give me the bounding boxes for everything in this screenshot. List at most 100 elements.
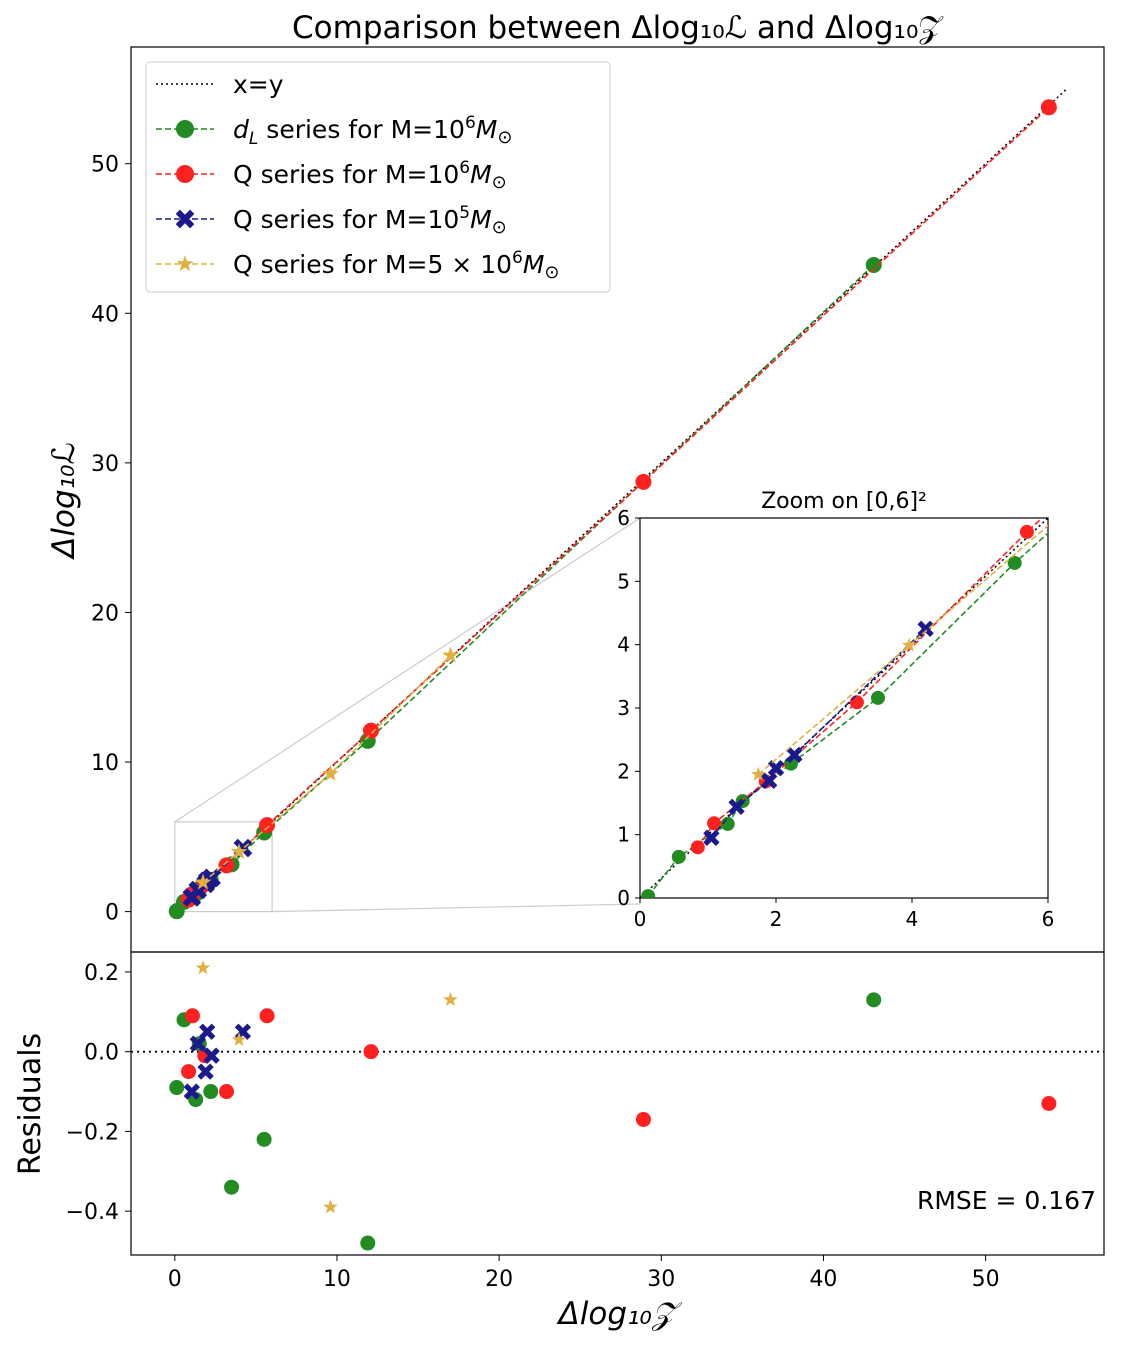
y-tick-label: 20 xyxy=(91,601,119,626)
y-tick-label: 10 xyxy=(91,751,119,776)
y-tick-label: 40 xyxy=(91,302,119,327)
residual-point-0 xyxy=(360,1235,376,1251)
residual-point-1 xyxy=(184,1008,200,1024)
inset-y-tick-label: 3 xyxy=(617,696,630,720)
inset-x-tick-label: 6 xyxy=(1042,907,1055,931)
inset-y-tick-label: 5 xyxy=(617,569,630,593)
inset-data-point-2 xyxy=(917,620,934,637)
x-tick-label: 30 xyxy=(647,1267,675,1292)
inset-series-line-1 xyxy=(697,518,1044,848)
data-point-3 xyxy=(442,646,459,663)
inset-y-tick-label: 6 xyxy=(617,506,630,530)
inset-y-tick-label: 0 xyxy=(617,886,630,910)
zoom-region-box xyxy=(174,821,273,913)
residual-y-tick-label: 0.2 xyxy=(84,961,119,986)
residual-y-tick-label: −0.2 xyxy=(66,1120,119,1145)
zoom-connector-line xyxy=(272,903,641,913)
inset-data-point-3 xyxy=(902,637,917,652)
inset-data-point-0 xyxy=(671,849,686,864)
data-point-3 xyxy=(322,765,339,781)
x-tick-label: 20 xyxy=(485,1267,513,1292)
residual-point-1 xyxy=(259,1008,275,1024)
series-line-3 xyxy=(202,654,452,884)
residual-point-3 xyxy=(195,960,211,975)
legend-marker-2 xyxy=(175,209,195,229)
y-axis-label: Δlog₁₀ℒ xyxy=(46,442,82,560)
inset-data-point-2 xyxy=(767,760,785,777)
data-point-1 xyxy=(363,722,380,739)
legend-marker-1 xyxy=(176,165,194,183)
y-tick-label: 50 xyxy=(91,153,119,178)
residual-point-0 xyxy=(169,1080,185,1096)
residual-y-tick-label: −0.4 xyxy=(66,1200,119,1225)
inset-data-point-1 xyxy=(849,695,864,710)
x-tick-label: 0 xyxy=(168,1267,182,1292)
inset-y-tick-label: 1 xyxy=(617,823,630,847)
identity-line xyxy=(174,88,1068,913)
inset-data-point-1 xyxy=(707,816,722,831)
residual-point-2 xyxy=(203,1047,220,1064)
inset-data-point-2 xyxy=(728,798,745,815)
inset-data-point-2 xyxy=(786,746,803,764)
data-point-3 xyxy=(230,843,248,859)
residual-point-0 xyxy=(203,1084,219,1100)
residual-point-1 xyxy=(635,1111,651,1127)
legend-label-0: dL series for M=106M⊙ xyxy=(233,113,512,149)
data-point-1 xyxy=(1040,99,1057,116)
x-axis-label: Δlog₁₀𝒵 xyxy=(557,1296,683,1332)
residual-point-0 xyxy=(866,992,882,1008)
inset-data-point-0 xyxy=(641,889,656,898)
x-tick-label: 10 xyxy=(323,1267,351,1292)
residual-point-2 xyxy=(183,1083,200,1100)
data-point-0 xyxy=(865,256,882,273)
x-tick-label: 40 xyxy=(809,1267,837,1292)
data-point-1 xyxy=(259,817,276,834)
y-tick-label: 30 xyxy=(91,452,119,477)
inset-series-line-2 xyxy=(710,628,927,839)
legend-label-3: Q series for M=5 × 106M⊙ xyxy=(233,248,560,283)
inset-data-point-0 xyxy=(871,690,885,705)
residual-point-1 xyxy=(363,1044,379,1060)
residual-point-0 xyxy=(224,1179,240,1195)
residual-axes-frame xyxy=(130,951,1105,1256)
residual-point-1 xyxy=(1041,1096,1057,1111)
inset-data-point-2 xyxy=(761,772,778,789)
legend-marker-3 xyxy=(176,255,194,272)
inset-x-tick-label: 2 xyxy=(770,907,783,931)
x-tick-label: 50 xyxy=(972,1267,1000,1292)
inset-data-point-0 xyxy=(1007,555,1022,570)
data-point-3 xyxy=(194,873,212,890)
data-point-1 xyxy=(635,473,652,490)
inset-data-point-1 xyxy=(690,840,705,855)
inset-data-point-1 xyxy=(1019,524,1034,539)
residual-y-tick-label: 0.0 xyxy=(84,1041,119,1066)
residual-point-0 xyxy=(256,1131,272,1147)
y-tick-label: 0 xyxy=(105,901,119,926)
residual-point-2 xyxy=(189,1035,206,1052)
legend-label-1: Q series for M=106M⊙ xyxy=(233,158,507,193)
inset-data-point-3 xyxy=(751,766,766,781)
inset-y-tick-label: 2 xyxy=(617,759,630,783)
residual-point-1 xyxy=(181,1064,197,1080)
chart-title: Comparison between Δlog₁₀ℒ and Δlog₁₀𝒵 xyxy=(292,10,943,46)
rmse-label: RMSE = 0.167 xyxy=(917,1186,1096,1215)
residual-point-3 xyxy=(443,992,458,1007)
residual-y-axis-label: Residuals xyxy=(13,1033,48,1175)
data-point-1 xyxy=(218,857,235,874)
inset-identity-line xyxy=(640,518,1048,898)
inset-x-tick-label: 0 xyxy=(634,907,647,931)
residual-point-1 xyxy=(219,1084,235,1100)
residual-point-3 xyxy=(231,1032,247,1046)
legend-label-2: Q series for M=105M⊙ xyxy=(233,203,507,238)
residual-point-2 xyxy=(199,1023,216,1040)
legend-box xyxy=(145,61,611,293)
inset-y-tick-label: 4 xyxy=(617,633,630,657)
legend-label-identity: x=y xyxy=(233,70,284,99)
inset-series-line-3 xyxy=(757,524,1048,776)
residual-point-2 xyxy=(197,1063,214,1080)
legend-marker-0 xyxy=(176,120,194,138)
inset-title: Zoom on [0,6]² xyxy=(761,489,927,514)
inset-data-point-0 xyxy=(720,816,735,831)
inset-plot-area xyxy=(640,518,1048,898)
